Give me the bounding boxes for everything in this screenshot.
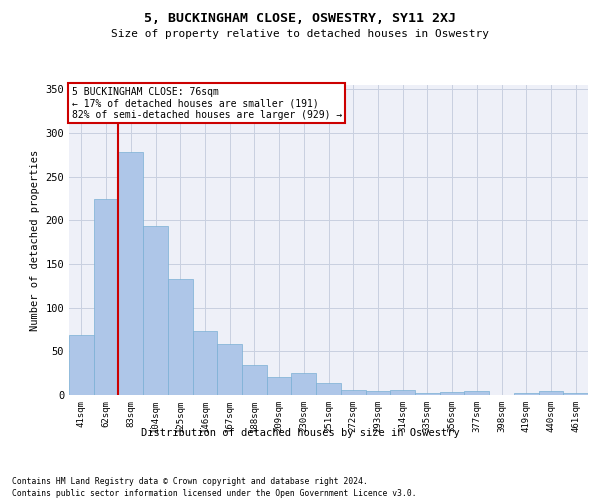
Text: 5, BUCKINGHAM CLOSE, OSWESTRY, SY11 2XJ: 5, BUCKINGHAM CLOSE, OSWESTRY, SY11 2XJ bbox=[144, 12, 456, 26]
Bar bbox=[390, 390, 415, 395]
Bar bbox=[217, 344, 242, 395]
Text: Contains public sector information licensed under the Open Government Licence v3: Contains public sector information licen… bbox=[12, 489, 416, 498]
Bar bbox=[118, 152, 143, 395]
Bar bbox=[440, 392, 464, 395]
Bar bbox=[514, 394, 539, 395]
Bar bbox=[539, 390, 563, 395]
Text: 5 BUCKINGHAM CLOSE: 76sqm
← 17% of detached houses are smaller (191)
82% of semi: 5 BUCKINGHAM CLOSE: 76sqm ← 17% of detac… bbox=[71, 86, 342, 120]
Text: Contains HM Land Registry data © Crown copyright and database right 2024.: Contains HM Land Registry data © Crown c… bbox=[12, 478, 368, 486]
Bar bbox=[316, 383, 341, 395]
Bar bbox=[563, 394, 588, 395]
Bar bbox=[143, 226, 168, 395]
Bar bbox=[341, 390, 365, 395]
Y-axis label: Number of detached properties: Number of detached properties bbox=[30, 150, 40, 330]
Bar bbox=[365, 390, 390, 395]
Text: Distribution of detached houses by size in Oswestry: Distribution of detached houses by size … bbox=[140, 428, 460, 438]
Bar bbox=[464, 390, 489, 395]
Bar bbox=[168, 279, 193, 395]
Text: Size of property relative to detached houses in Oswestry: Size of property relative to detached ho… bbox=[111, 29, 489, 39]
Bar bbox=[69, 334, 94, 395]
Bar bbox=[415, 394, 440, 395]
Bar bbox=[267, 376, 292, 395]
Bar bbox=[292, 373, 316, 395]
Bar bbox=[193, 332, 217, 395]
Bar bbox=[94, 200, 118, 395]
Bar bbox=[242, 366, 267, 395]
